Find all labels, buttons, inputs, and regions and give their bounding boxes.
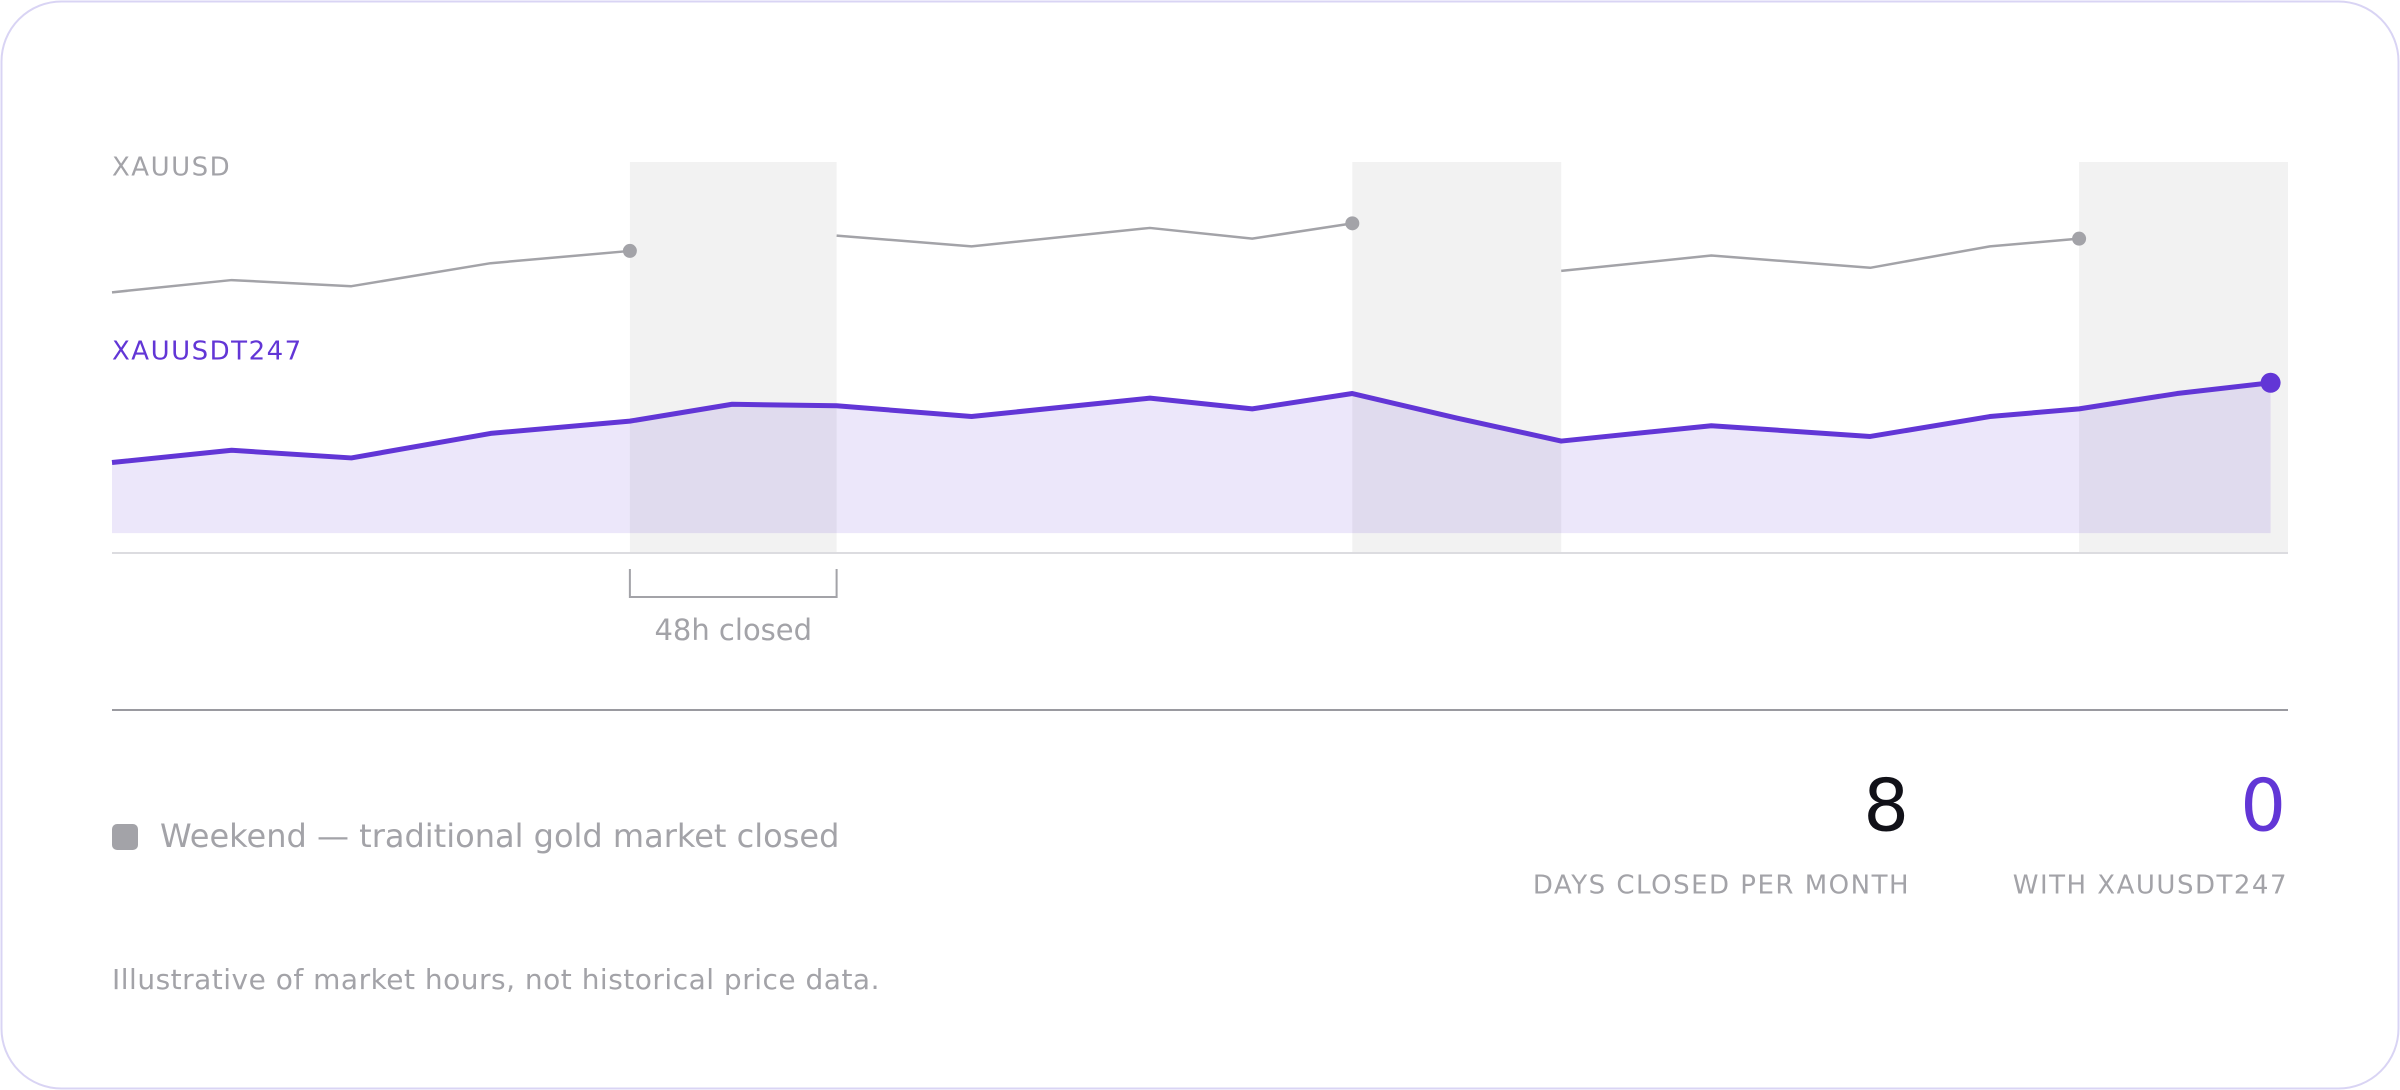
weekend-shade [629, 162, 837, 553]
series-label: XAUUSD [112, 153, 231, 183]
weekend-shade [2079, 162, 2288, 553]
point-marker [2072, 231, 2087, 246]
legend-swatch [112, 824, 138, 850]
weekend-shade [1352, 162, 1562, 553]
stat-label: WITH XAUUSDT247 [2013, 871, 2288, 901]
bracket [628, 569, 838, 598]
area [112, 382, 2271, 534]
legend-text: Weekend — traditional gold market closed [160, 817, 839, 855]
point-marker [1345, 216, 1360, 231]
stat-value: 8 [1863, 764, 1909, 848]
footnote: Illustrative of market hours, not histor… [112, 963, 880, 996]
stat-label: DAYS CLOSED PER MONTH [1533, 871, 1910, 901]
point-marker [622, 243, 637, 258]
series-line [111, 380, 2271, 466]
annotation: 48h closed [654, 613, 812, 647]
stat-value: 0 [2240, 764, 2286, 848]
plot: 48h closed [111, 162, 2288, 647]
series-line [111, 222, 2080, 294]
point-marker [2260, 372, 2281, 393]
series-label: XAUUSDT247 [112, 337, 303, 367]
